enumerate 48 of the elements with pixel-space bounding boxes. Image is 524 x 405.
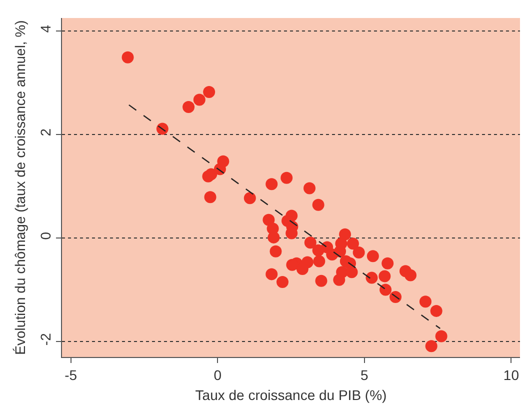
x-tick-label: 0 bbox=[214, 366, 222, 383]
point bbox=[430, 304, 442, 317]
point bbox=[346, 238, 359, 250]
y-tick-label: 0 bbox=[37, 232, 54, 240]
point bbox=[217, 155, 230, 168]
point bbox=[276, 276, 288, 288]
point bbox=[204, 191, 216, 204]
point bbox=[304, 236, 316, 249]
point bbox=[390, 290, 402, 303]
x-axis-title: Taux de croissance du PIB (%) bbox=[195, 387, 387, 404]
point bbox=[419, 296, 432, 308]
point bbox=[404, 269, 416, 282]
point bbox=[378, 270, 391, 282]
x-tick-label: 10 bbox=[503, 366, 520, 383]
point bbox=[268, 231, 280, 244]
x-tick-label: 5 bbox=[360, 366, 368, 383]
y-tick-label: 2 bbox=[37, 128, 54, 136]
point bbox=[346, 266, 358, 278]
y-tick-label: -2 bbox=[37, 332, 54, 346]
point bbox=[382, 257, 394, 270]
point bbox=[280, 172, 293, 184]
point bbox=[266, 178, 278, 190]
point bbox=[326, 248, 338, 261]
point bbox=[266, 268, 278, 280]
point bbox=[182, 101, 195, 114]
point bbox=[366, 272, 378, 284]
point bbox=[352, 246, 365, 258]
point bbox=[156, 122, 168, 135]
point bbox=[203, 86, 216, 98]
point bbox=[122, 51, 134, 64]
point bbox=[205, 168, 218, 180]
point bbox=[313, 255, 326, 268]
point bbox=[244, 192, 256, 204]
point bbox=[193, 94, 206, 106]
point bbox=[270, 245, 282, 258]
y-axis-title: Évolution du chômage (taux de croissance annuel, %) bbox=[12, 20, 28, 355]
point bbox=[425, 340, 438, 352]
point bbox=[304, 182, 316, 194]
point bbox=[366, 250, 379, 262]
y-tick-label: 4 bbox=[37, 24, 54, 33]
x-tick-label: -5 bbox=[64, 366, 78, 383]
point bbox=[315, 274, 328, 287]
point bbox=[312, 244, 324, 256]
point bbox=[435, 330, 448, 342]
point bbox=[312, 198, 324, 211]
point bbox=[333, 274, 346, 286]
point bbox=[339, 228, 352, 240]
point bbox=[380, 284, 392, 296]
